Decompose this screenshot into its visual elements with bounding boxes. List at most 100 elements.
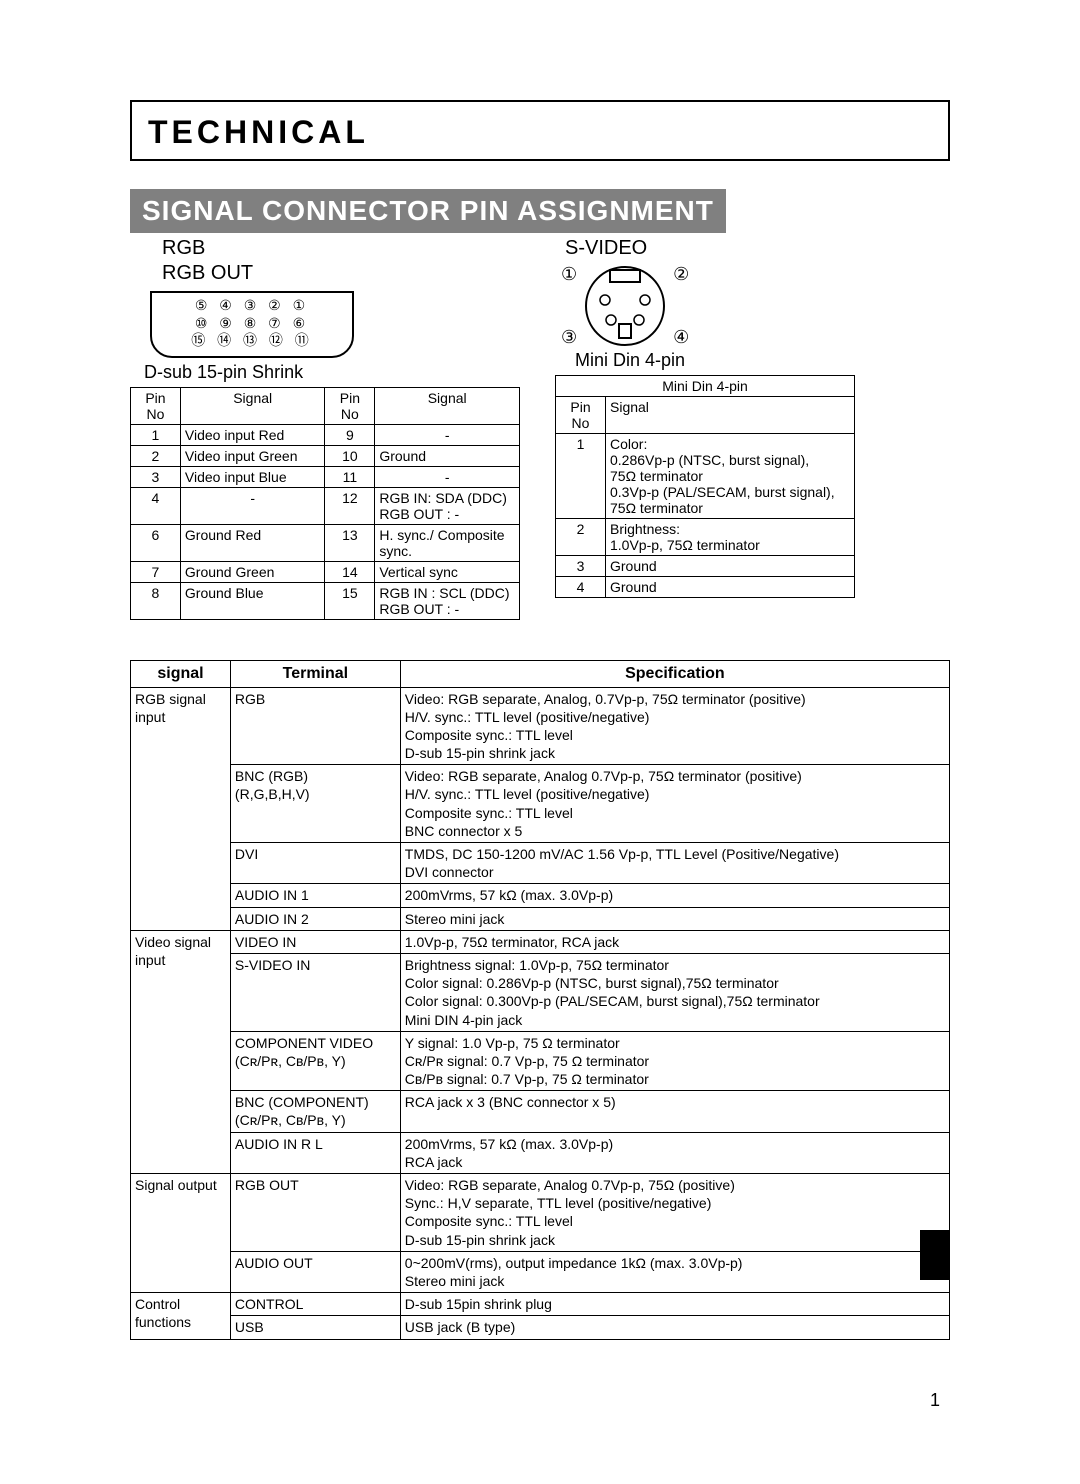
spec-terminal: S-VIDEO IN [230,953,400,1031]
spec-table: signal Terminal Specification RGB signal… [130,660,950,1340]
spec-terminal: AUDIO OUT [230,1251,400,1292]
table-cell: 4 [131,487,181,524]
dsub-pins-row: ⑤ ④ ③ ② ① [162,297,342,315]
spec-group-label: Signal output [131,1174,231,1293]
dsub-figure: ⑤ ④ ③ ② ① ⑩ ⑨ ⑧ ⑦ ⑥ ⑮ ⑭ ⑬ ⑫ ⑪ [150,291,525,358]
spec-text: 200mVrms, 57 kΩ (max. 3.0Vp-p)RCA jack [400,1132,949,1173]
table-cell: 13 [325,524,375,561]
table-cell: Ground Green [180,561,325,582]
spec-text: Video: RGB separate, Analog, 0.7Vp-p, 75… [400,687,949,765]
connectors-row: RGB RGB OUT ⑤ ④ ③ ② ① ⑩ ⑨ ⑧ ⑦ ⑥ ⑮ ⑭ ⑬ ⑫ … [130,235,950,620]
table-cell: Ground Red [180,524,325,561]
rgb-heading: RGB [162,237,525,260]
table-cell: Color:0.286Vp-p (NTSC, burst signal),75Ω… [606,434,855,519]
table-cell: 11 [325,466,375,487]
table-cell: 7 [131,561,181,582]
table-cell: 15 [325,582,375,619]
table-cell: 2 [131,445,181,466]
spec-terminal: AUDIO IN 1 [230,884,400,907]
table-cell: - [375,466,520,487]
dsub-pins-row: ⑮ ⑭ ⑬ ⑫ ⑪ [162,332,342,350]
table-cell: Brightness:1.0Vp-p, 75Ω terminator [606,519,855,556]
spec-hdr-signal: signal [131,660,231,687]
spec-terminal: RGB [230,687,400,765]
table-cell: 3 [131,466,181,487]
table-cell: Video input Green [180,445,325,466]
spec-text: USB jack (B type) [400,1316,949,1339]
svideo-heading: S-VIDEO [565,237,950,260]
table-cell: - [180,487,325,524]
table-cell: Ground [606,556,855,577]
table-cell: 4 [556,577,606,598]
sig-hdr: Signal [375,387,520,424]
banner-text: SIGNAL CONNECTOR PIN ASSIGNMENT [142,195,714,226]
spec-group-label: Video signal input [131,930,231,1173]
svideo-pin-num: ② [673,264,689,285]
table-cell: RGB IN: SDA (DDC)RGB OUT : - [375,487,520,524]
table-cell: Video input Blue [180,466,325,487]
dsub-shape: ⑤ ④ ③ ② ① ⑩ ⑨ ⑧ ⑦ ⑥ ⑮ ⑭ ⑬ ⑫ ⑪ [150,291,354,358]
spec-text: Video: RGB separate, Analog 0.7Vp-p, 75Ω… [400,1174,949,1252]
spec-terminal: COMPONENT VIDEO(Cʀ/Pʀ, Cʙ/Pʙ, Y) [230,1031,400,1091]
table-cell: 1 [131,424,181,445]
spec-text: RCA jack x 3 (BNC connector x 5) [400,1091,949,1132]
spec-terminal: USB [230,1316,400,1339]
minidin-icon [583,264,667,348]
pin-hdr: Pin No [556,397,606,434]
spec-text: 1.0Vp-p, 75Ω terminator, RCA jack [400,930,949,953]
title-box: TECHNICAL [130,100,950,161]
minidin-table: Mini Din 4-pinPin NoSignal1Color:0.286Vp… [555,375,855,598]
dsub-caption: D-sub 15-pin Shrink [144,362,525,383]
spec-text: Y signal: 1.0 Vp-p, 75 Ω terminatorCʀ/Pʀ… [400,1031,949,1091]
spec-terminal: AUDIO IN R L [230,1132,400,1173]
table-cell: Ground Blue [180,582,325,619]
pin-hdr: Pin No [325,387,375,424]
svideo-pin-num: ① [561,264,577,285]
page-tab [920,1230,950,1280]
spec-text: 200mVrms, 57 kΩ (max. 3.0Vp-p) [400,884,949,907]
svideo-block: S-VIDEO ① ③ ② ④ [555,235,950,620]
table-cell: Ground [375,445,520,466]
pin-hdr: Pin No [131,387,181,424]
svideo-figure: ① ③ ② ④ [555,264,950,348]
spec-text: Brightness signal: 1.0Vp-p, 75Ω terminat… [400,953,949,1031]
spec-terminal: DVI [230,843,400,884]
rgb-out-heading: RGB OUT [162,262,525,285]
sig-hdr: Signal [606,397,855,434]
svideo-pin-num: ③ [561,327,577,348]
table-cell: 9 [325,424,375,445]
dsub-pin-table: Pin NoSignalPin NoSignal1Video input Red… [130,387,520,620]
table-cell: 10 [325,445,375,466]
section-title: TECHNICAL [148,114,932,151]
table-cell: RGB IN : SCL (DDC)RGB OUT : - [375,582,520,619]
spec-terminal: VIDEO IN [230,930,400,953]
table-cell: Ground [606,577,855,598]
minidin-title: Mini Din 4-pin [556,376,855,397]
spec-terminal: BNC (COMPONENT)(Cʀ/Pʀ, Cʙ/Pʙ, Y) [230,1091,400,1132]
spec-text: D-sub 15pin shrink plug [400,1293,949,1316]
table-cell: 2 [556,519,606,556]
table-cell: H. sync./ Composite sync. [375,524,520,561]
table-cell: 3 [556,556,606,577]
spec-hdr-terminal: Terminal [230,660,400,687]
table-cell: 1 [556,434,606,519]
spec-text: Stereo mini jack [400,907,949,930]
table-cell: 14 [325,561,375,582]
spec-terminal: AUDIO IN 2 [230,907,400,930]
minidin-caption: Mini Din 4-pin [575,350,950,371]
spec-hdr-spec: Specification [400,660,949,687]
table-cell: 8 [131,582,181,619]
spec-text: Video: RGB separate, Analog 0.7Vp-p, 75Ω… [400,765,949,843]
spec-terminal: CONTROL [230,1293,400,1316]
svideo-pin-num: ④ [673,327,689,348]
table-cell: - [375,424,520,445]
table-cell: 6 [131,524,181,561]
page: TECHNICAL SIGNAL CONNECTOR PIN ASSIGNMEN… [0,0,1080,1380]
page-number: 1 [0,1390,1080,1411]
dsub-pins-row: ⑩ ⑨ ⑧ ⑦ ⑥ [162,315,342,333]
banner: SIGNAL CONNECTOR PIN ASSIGNMENT [130,189,726,233]
spec-text: TMDS, DC 150-1200 mV/AC 1.56 Vp-p, TTL L… [400,843,949,884]
spec-group-label: Control functions [131,1293,231,1339]
spec-terminal: BNC (RGB)(R,G,B,H,V) [230,765,400,843]
table-cell: Video input Red [180,424,325,445]
